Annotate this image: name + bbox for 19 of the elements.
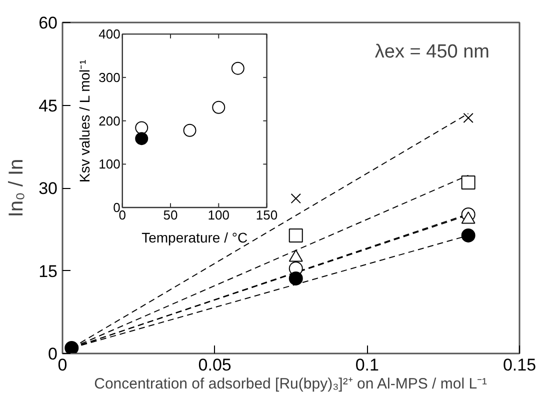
y-tick-label: 45 — [38, 96, 58, 116]
y-axis-title: Ksv values / L mol⁻¹ — [76, 59, 92, 182]
y-tick-label: 300 — [98, 70, 120, 85]
x-tick-label: 50 — [163, 208, 178, 223]
x-axis-title: Concentration of adsorbed [Ru(bpy)₃]²⁺ on Al-MPS / mol L⁻¹ — [94, 376, 488, 392]
y-tick-label: 100 — [98, 156, 120, 172]
x-tick-label: 0.1 — [355, 356, 379, 374]
x-tick-label: 0.05 — [198, 356, 232, 374]
x-tick-label: 0.15 — [502, 356, 536, 374]
y-tick-label: 15 — [38, 262, 58, 281]
annotation: λex = 450 nm — [374, 42, 490, 62]
y-tick-label: 60 — [38, 14, 58, 32]
x-tick-label: 100 — [208, 208, 230, 223]
y-axis-title: In₀ / In — [6, 158, 28, 218]
x-axis-title: Temperature / °C — [142, 230, 248, 246]
y-tick-label: 200 — [98, 113, 120, 128]
y-tick-label: 400 — [98, 26, 120, 42]
x-tick-label: 150 — [256, 208, 278, 223]
y-tick-label: 30 — [38, 179, 58, 198]
